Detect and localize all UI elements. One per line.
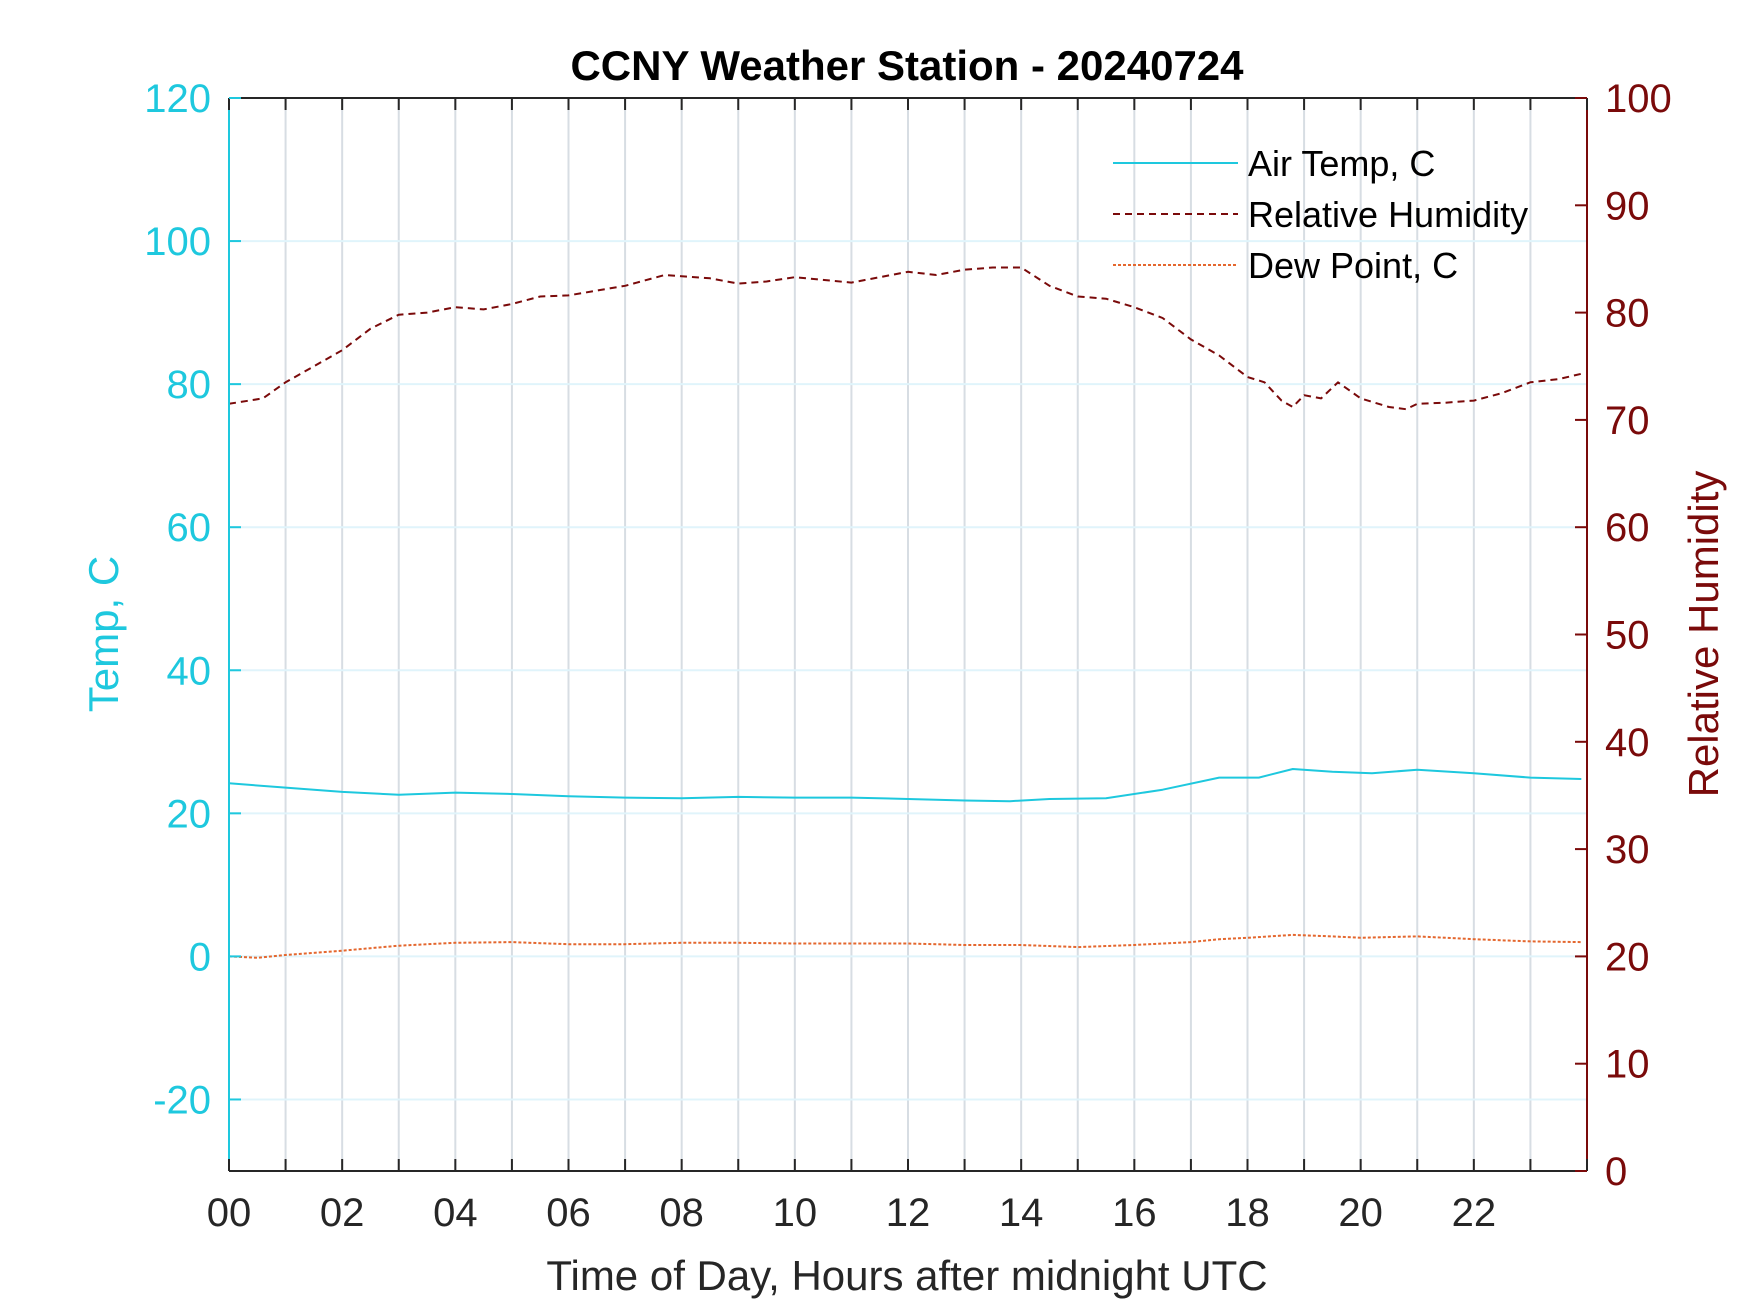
x-tick-label: 08 xyxy=(659,1191,704,1235)
x-tick-label: 06 xyxy=(546,1191,591,1235)
y-right-tick-label: 90 xyxy=(1605,184,1650,228)
x-tick-label: 00 xyxy=(207,1191,252,1235)
y-left-tick-label: 20 xyxy=(167,792,212,836)
series-line-relative-humidity xyxy=(228,266,1582,411)
y-right-tick-label: 80 xyxy=(1605,292,1650,336)
legend-label: Air Temp, C xyxy=(1248,143,1435,184)
grid xyxy=(229,98,1587,1171)
y-right-tick-label: 40 xyxy=(1605,721,1650,765)
y-right-tick-label: 30 xyxy=(1605,828,1650,872)
x-tick-label: 16 xyxy=(1112,1191,1157,1235)
series-line-air-temp-c xyxy=(228,768,1582,803)
legend-label: Dew Point, C xyxy=(1248,245,1458,286)
y-axis-label-left: Temp, C xyxy=(80,556,127,712)
y-left-tick-label: 100 xyxy=(144,220,211,264)
y-left-tick-label: 120 xyxy=(144,77,211,121)
x-tick-label: 04 xyxy=(433,1191,478,1235)
x-tick-label: 14 xyxy=(999,1191,1044,1235)
x-tick-label: 02 xyxy=(320,1191,365,1235)
series-layer xyxy=(228,266,1582,959)
x-tick-label: 10 xyxy=(773,1191,818,1235)
y-axis-label-right: Relative Humidity xyxy=(1680,471,1727,798)
y-right-tick-label: 50 xyxy=(1605,614,1650,658)
x-tick-label: 20 xyxy=(1338,1191,1383,1235)
x-tick-label: 12 xyxy=(886,1191,931,1235)
y-right-tick-label: 70 xyxy=(1605,399,1650,443)
x-axis-label: Time of Day, Hours after midnight UTC xyxy=(546,1252,1267,1299)
y-left-tick-label: 80 xyxy=(167,363,212,407)
legend: Air Temp, C Relative Humidity Dew Point, C xyxy=(1113,143,1528,286)
y-right-tick-label: 10 xyxy=(1605,1043,1650,1087)
y-left-tick-label: 40 xyxy=(167,649,212,693)
chart-title: CCNY Weather Station - 20240724 xyxy=(570,42,1244,89)
y-right-tick-label: 60 xyxy=(1605,506,1650,550)
x-tick-label: 18 xyxy=(1225,1191,1270,1235)
ticks: 00 02 04 06 08 10 12 14 16 18 20 22-200204060801001… xyxy=(144,77,1672,1235)
y-right-tick-label: 100 xyxy=(1605,77,1672,121)
y-right-tick-label: 0 xyxy=(1605,1150,1627,1194)
y-left-tick-label: 0 xyxy=(189,935,211,979)
y-left-tick-label: 60 xyxy=(167,506,212,550)
x-tick-label: 22 xyxy=(1452,1191,1497,1235)
y-left-tick-label: -20 xyxy=(153,1078,211,1122)
legend-label: Relative Humidity xyxy=(1248,194,1528,235)
y-right-tick-label: 20 xyxy=(1605,935,1650,979)
